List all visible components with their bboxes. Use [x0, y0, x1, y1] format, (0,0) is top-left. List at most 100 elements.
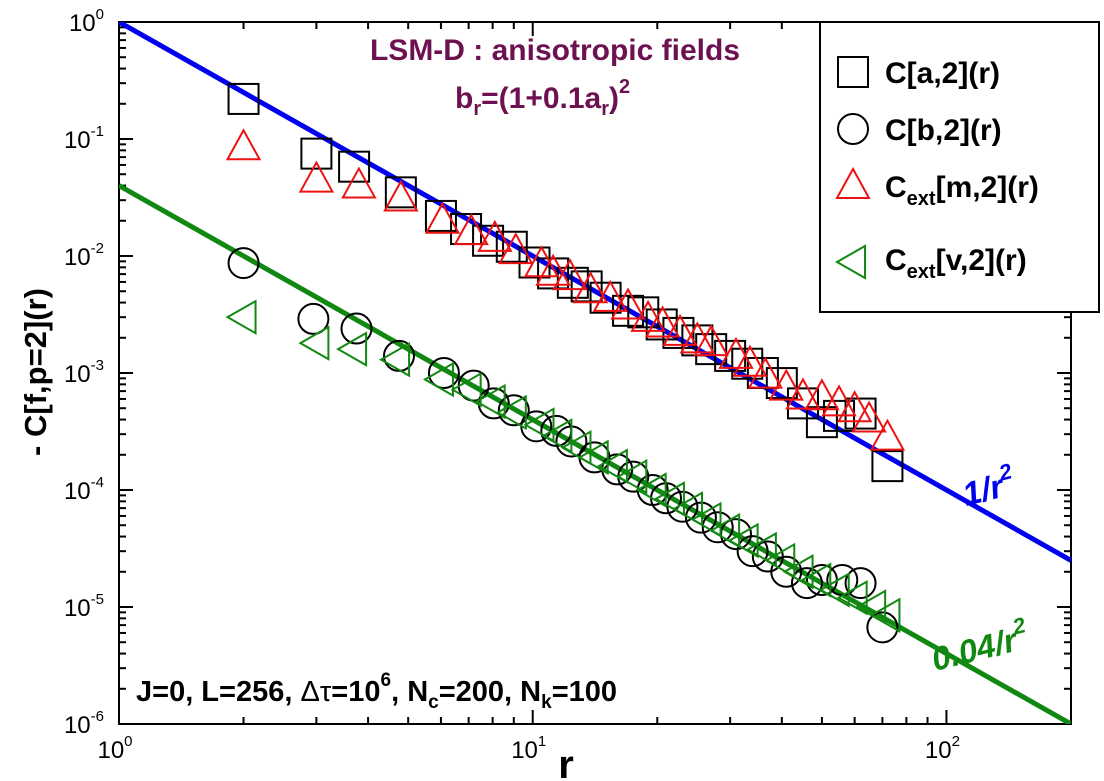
data-point: [424, 199, 457, 232]
data-point: [340, 312, 373, 345]
x-tick-base: 10: [511, 737, 538, 764]
data-point: [768, 368, 804, 401]
data-point: [338, 150, 371, 183]
data-point: [690, 501, 722, 538]
data-point: [635, 472, 667, 508]
data-point: [379, 341, 411, 378]
y-tick-exp: -5: [91, 591, 104, 608]
y-tick-label: 10-3: [64, 357, 104, 388]
y-tick-base: 10: [64, 478, 91, 505]
data-point: [497, 394, 530, 427]
x-tick-base: 10: [97, 737, 124, 764]
data-point: [523, 407, 555, 443]
param-p1: J=0, L=256,: [136, 676, 300, 708]
data-point: [596, 448, 628, 484]
data-point: [227, 82, 260, 115]
legend-v-rest: [v,2](r): [936, 244, 1027, 277]
data-point: [818, 572, 850, 608]
data-point: [225, 299, 257, 335]
y-tick-label: 100: [69, 6, 104, 37]
data-point: [745, 531, 777, 568]
series-3: [225, 299, 901, 633]
param-delta: Δτ: [300, 676, 331, 708]
legend-entry-m: Cext[m,2](r): [885, 171, 1039, 210]
x-tick-base: 10: [925, 737, 952, 764]
data-point: [592, 279, 629, 312]
data-point: [672, 491, 704, 527]
y-axis-title: - C[f,p=2](r): [18, 288, 53, 456]
data-point: [225, 128, 262, 161]
data-point: [662, 313, 698, 346]
data-point: [341, 166, 377, 199]
x-tick-label: 100: [97, 733, 132, 764]
green-fit-label: 0.04/r2: [926, 612, 1033, 678]
data-point: [552, 258, 588, 291]
legend-b-main: C: [885, 114, 907, 147]
data-point: [630, 299, 666, 332]
legend-m-rest: [m,2](r): [936, 171, 1039, 204]
parameters-annotation: J=0, L=256, Δτ=106, Nc=200, Nk=100: [136, 670, 617, 713]
data-point: [785, 377, 821, 410]
y-tick-label: 10-2: [64, 240, 104, 271]
fit-lines: [119, 22, 1071, 724]
data-point: [537, 257, 570, 290]
data-point: [577, 439, 609, 476]
data-point: [298, 325, 330, 361]
legend-b-rest: [b,2](r): [907, 114, 1002, 147]
data-point: [572, 271, 609, 304]
chart-title-line2: br=(1+0.1ar)2: [455, 76, 630, 120]
data-point: [627, 296, 660, 329]
y-tick-base: 10: [69, 10, 96, 37]
param-p4: =200, N: [439, 676, 541, 708]
data-point: [782, 554, 814, 590]
title-close: ): [609, 82, 619, 115]
y-tick-label: 10-5: [64, 591, 104, 622]
data-point: [474, 383, 506, 420]
title-sub-r2: r: [601, 98, 609, 120]
data-point: [805, 406, 838, 439]
y-tick-exp: -2: [91, 240, 104, 257]
x-tick-exp: 2: [952, 733, 960, 750]
data-point: [427, 357, 460, 389]
legend-symbol-0: [837, 56, 869, 88]
y-tick-exp: -4: [91, 474, 104, 491]
title-mid: =(1+0.1a: [481, 82, 601, 115]
data-point: [644, 305, 681, 338]
data-point: [866, 611, 899, 644]
data-point: [653, 481, 685, 517]
data-point: [695, 333, 728, 366]
data-point: [701, 511, 734, 544]
y-tick-label: 10-6: [64, 708, 104, 739]
data-point: [727, 522, 759, 559]
param-p4-sub: k: [541, 692, 552, 713]
data-point: [790, 567, 823, 600]
y-tick-label: 10-4: [64, 474, 104, 505]
legend-symbols: [834, 56, 871, 280]
param-p5: =100: [552, 676, 617, 708]
data-point: [836, 580, 868, 616]
legend-a-main: C: [885, 57, 907, 90]
data-point: [578, 441, 611, 474]
param-p2-sup: 6: [381, 670, 392, 691]
data-point: [718, 336, 754, 369]
legend-box: [819, 21, 1100, 313]
series-2: [225, 128, 906, 451]
y-tick-exp: -1: [91, 123, 104, 140]
data-point: [684, 501, 717, 534]
legend-v-sub: ext: [907, 261, 936, 283]
data-point: [298, 160, 335, 193]
x-tick-exp: 1: [538, 733, 546, 750]
data-point: [589, 281, 622, 314]
data-point: [535, 253, 571, 286]
data-point: [666, 490, 699, 523]
x-axis-title: r: [558, 743, 574, 781]
y-tick-exp: 0: [96, 6, 104, 23]
data-point: [800, 562, 832, 598]
data-point: [770, 555, 803, 588]
series-1: [227, 247, 899, 644]
legend-a-rest: [a,2](r): [907, 57, 1000, 90]
data-point: [610, 287, 646, 320]
data-point: [227, 247, 260, 280]
green-fit-line: [119, 183, 1071, 724]
data-point: [869, 597, 901, 633]
